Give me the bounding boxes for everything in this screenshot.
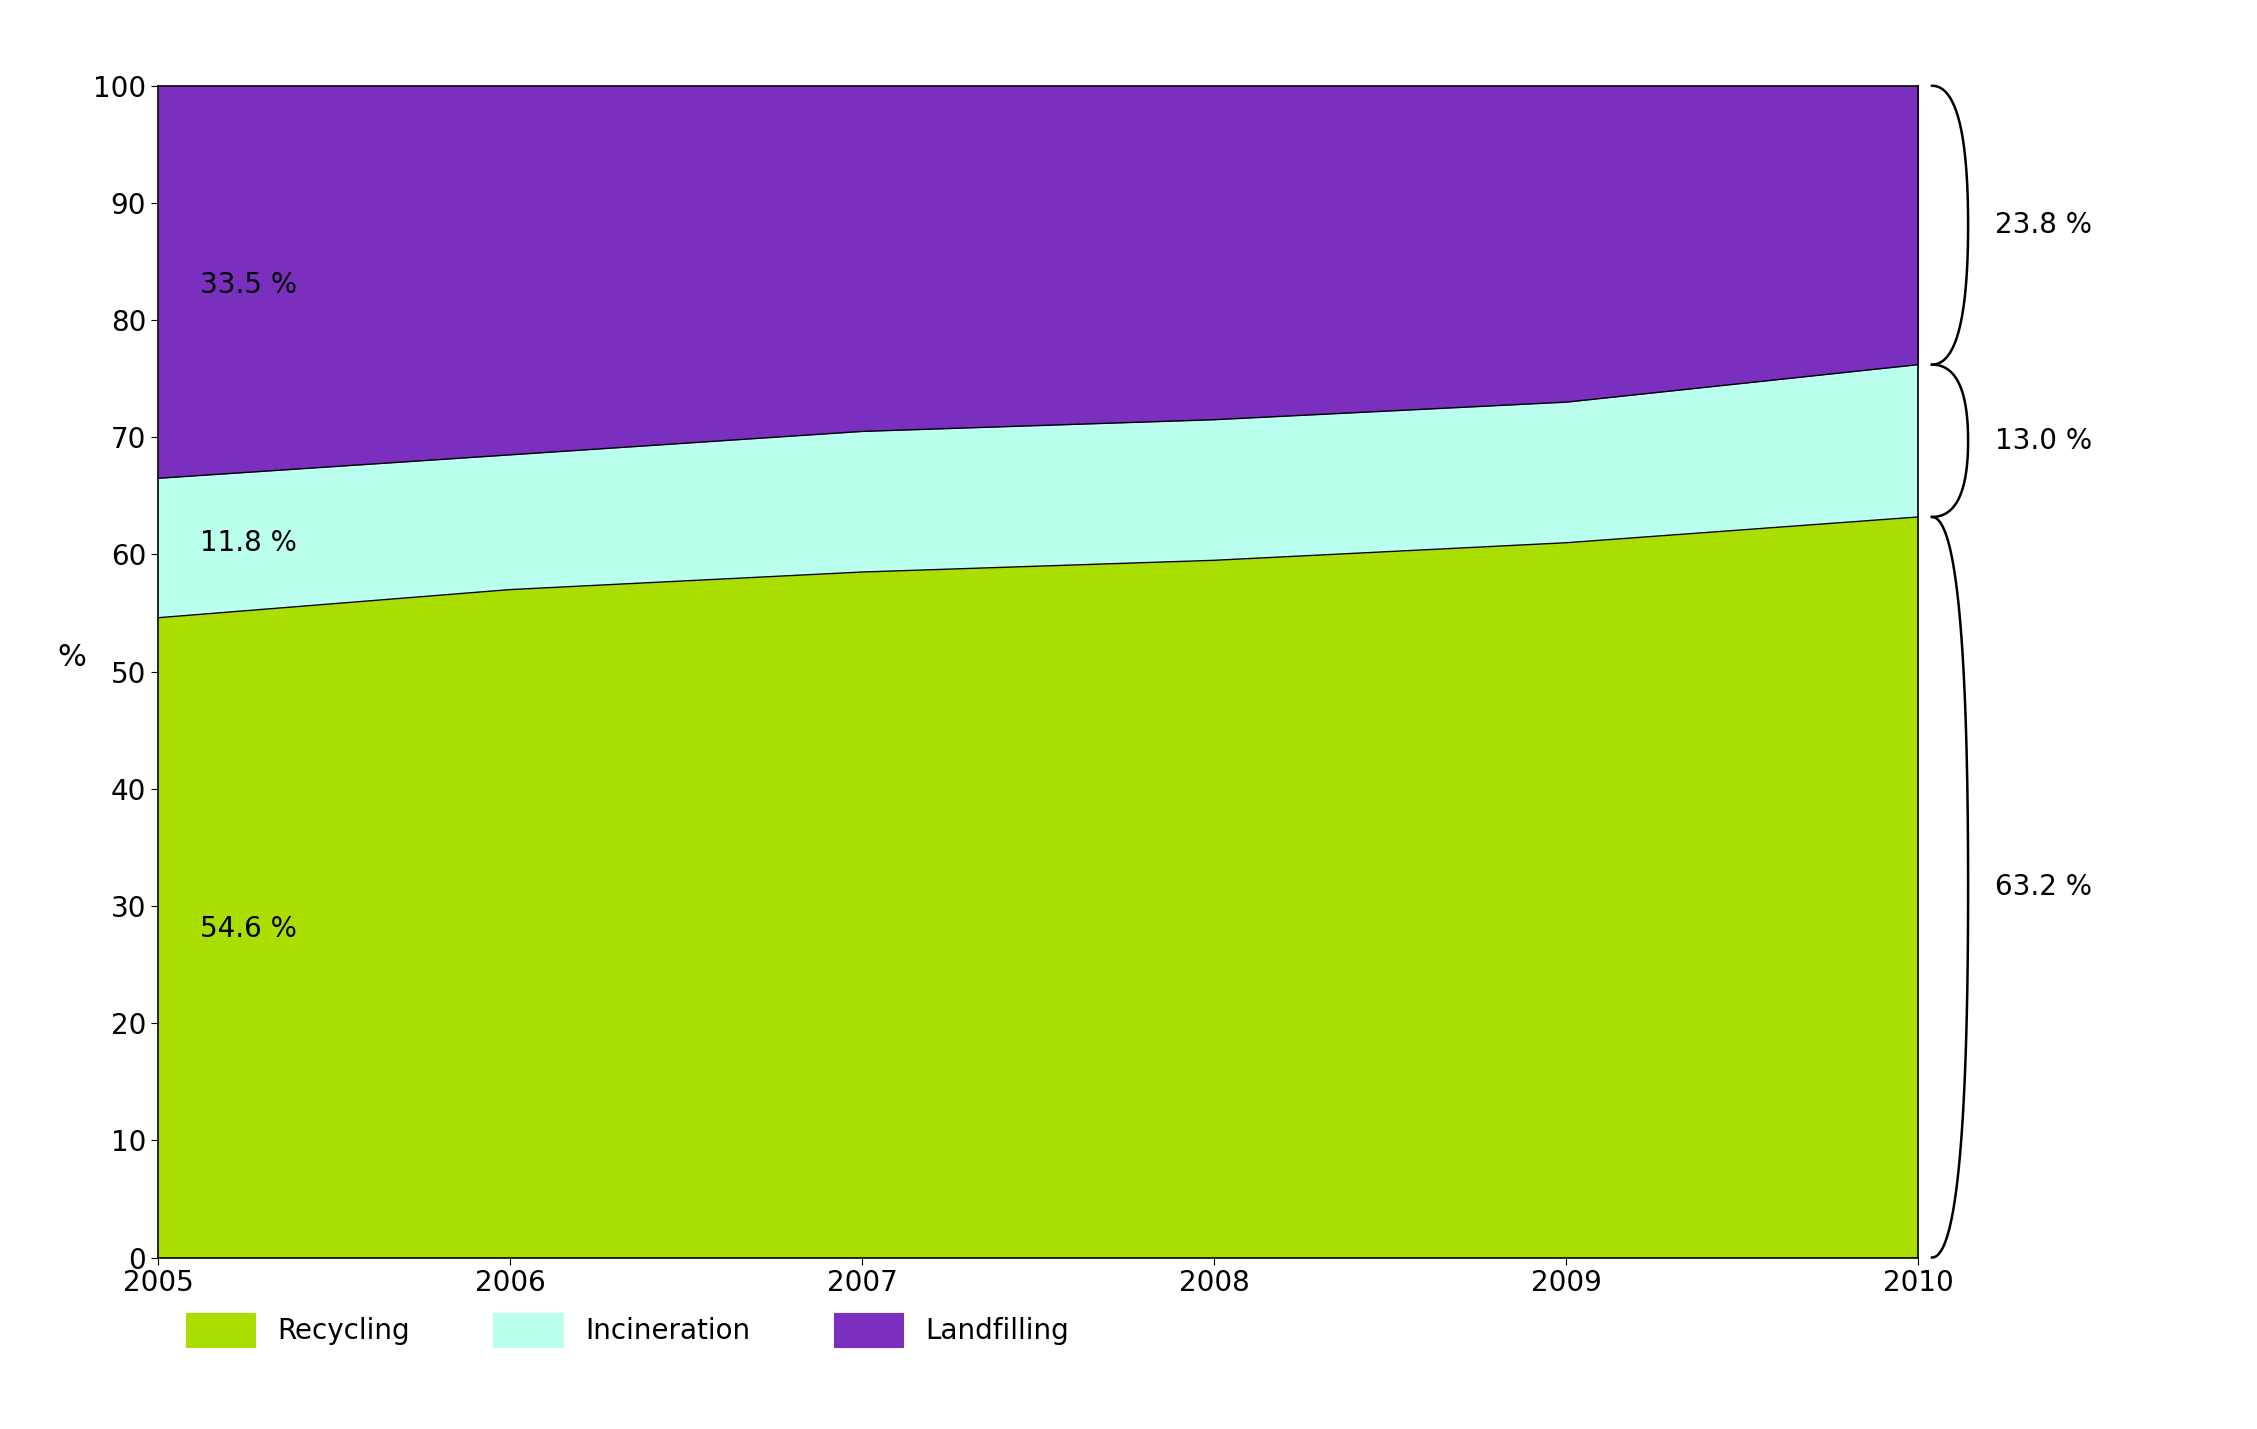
Text: 11.8 %: 11.8 % [201,529,298,557]
Text: 33.5 %: 33.5 % [201,272,298,299]
Text: 54.6 %: 54.6 % [201,916,298,943]
Text: 13.0 %: 13.0 % [1995,427,2092,454]
Legend: Recycling, Incineration, Landfilling: Recycling, Incineration, Landfilling [172,1299,1083,1360]
Y-axis label: %: % [59,643,86,672]
Text: 23.8 %: 23.8 % [1995,211,2092,239]
Text: 63.2 %: 63.2 % [1995,873,2092,902]
